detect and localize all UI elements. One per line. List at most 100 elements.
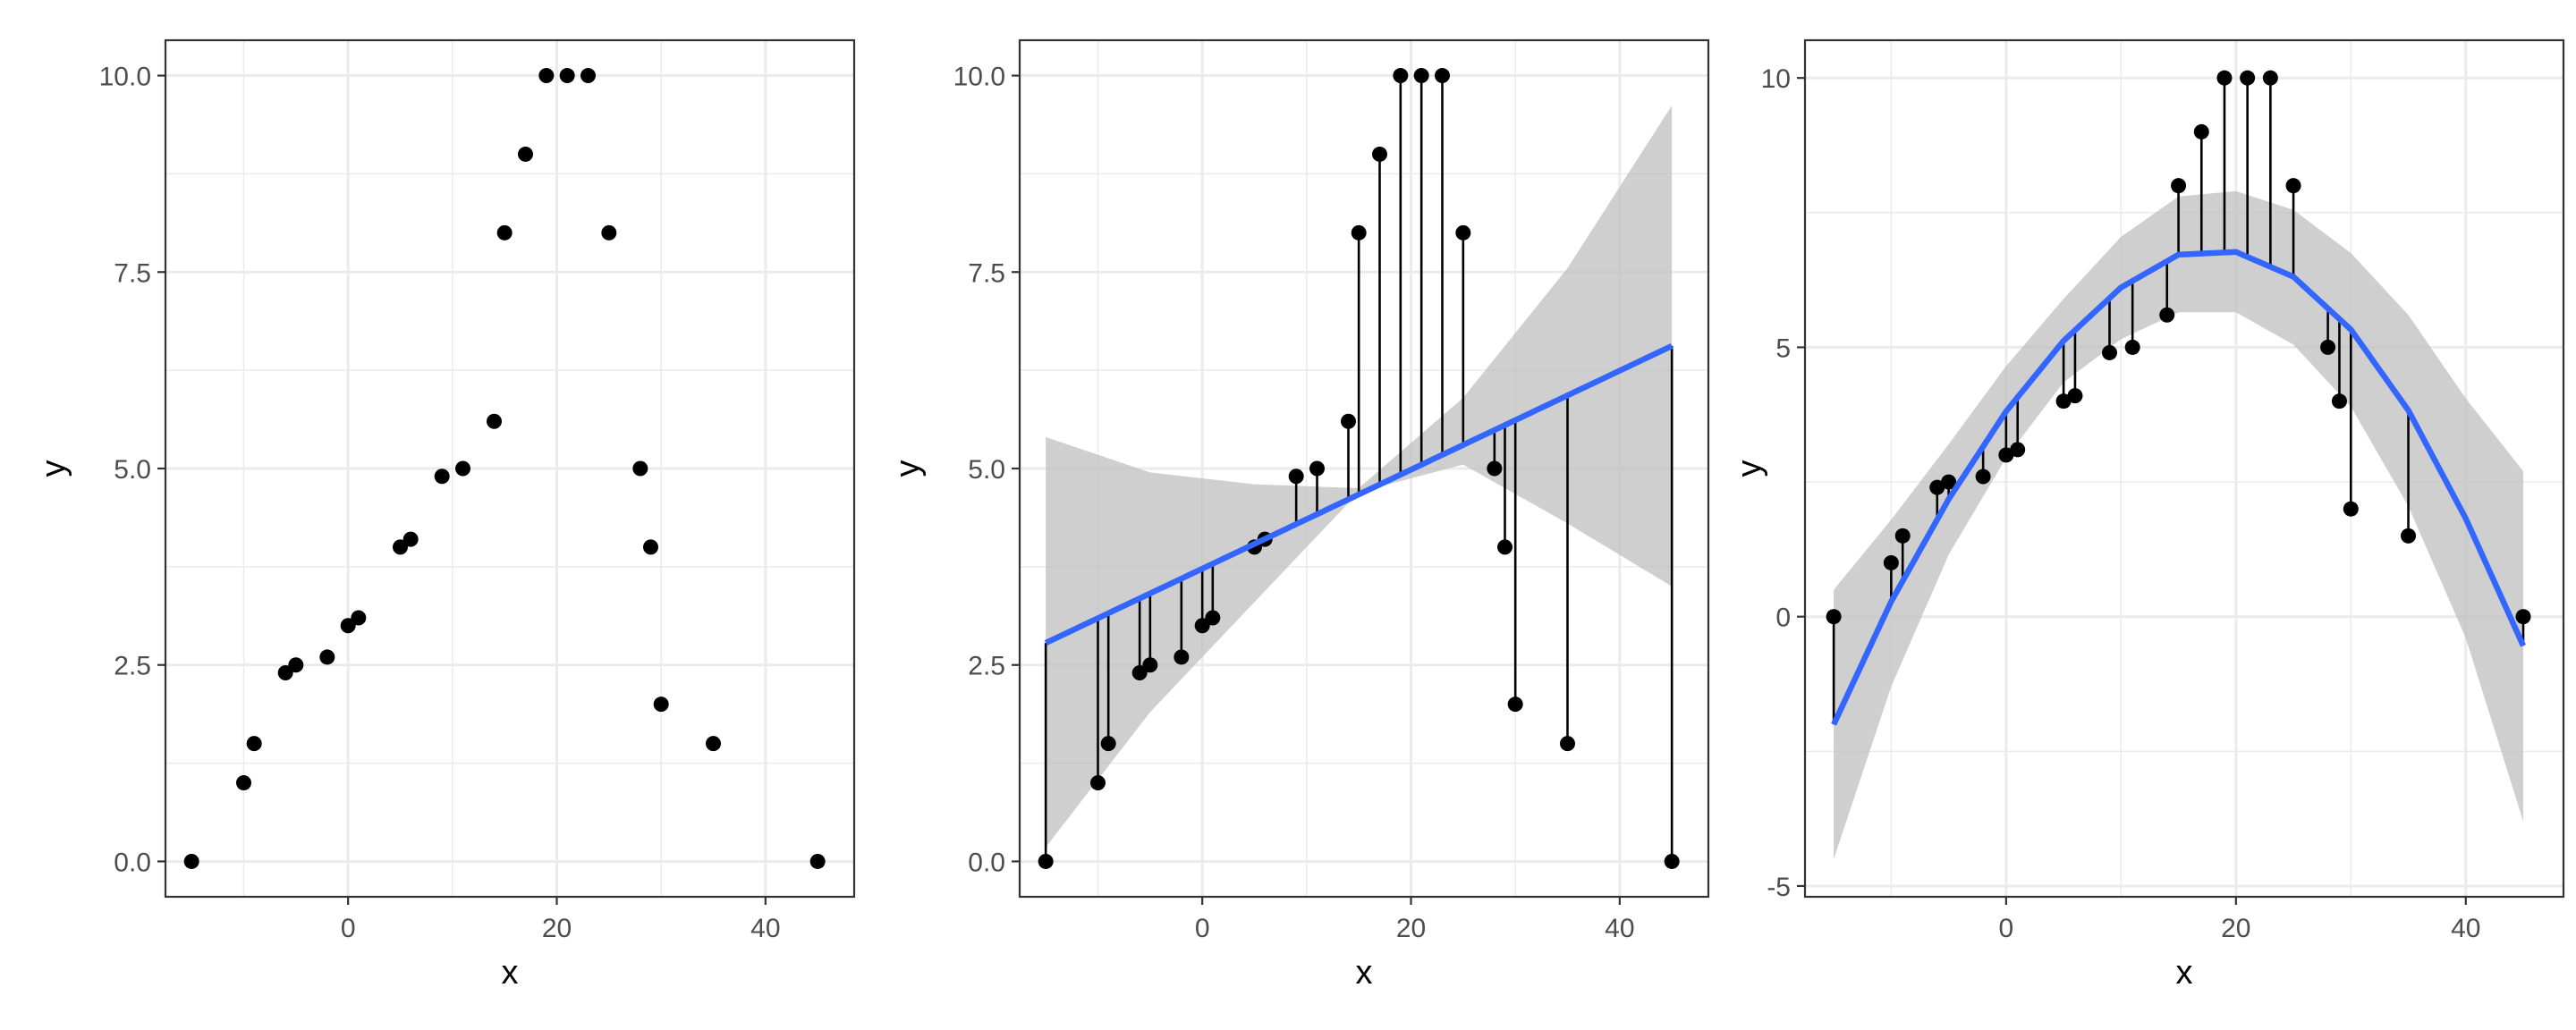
data-point bbox=[351, 610, 367, 626]
data-point bbox=[487, 413, 502, 429]
y-axis-title: y bbox=[35, 460, 72, 477]
data-point bbox=[1560, 736, 1575, 752]
x-axis-title: x bbox=[2176, 954, 2193, 992]
data-point bbox=[1341, 413, 1356, 429]
data-point bbox=[277, 665, 293, 681]
data-point bbox=[1941, 474, 1957, 490]
data-point bbox=[559, 68, 575, 84]
data-point bbox=[2262, 70, 2278, 86]
data-point bbox=[1883, 554, 1899, 570]
data-point bbox=[1038, 853, 1054, 869]
data-point bbox=[1929, 479, 1945, 495]
data-point bbox=[246, 736, 262, 752]
data-point bbox=[1894, 528, 1911, 544]
y-tick-label: 7.5 bbox=[968, 258, 1005, 288]
x-tick-label: 20 bbox=[2221, 914, 2250, 943]
data-point bbox=[1413, 68, 1429, 84]
chart-panel-1: 0 20 40 0.0 2.5 5.0 7.5 10.0 x y bbox=[35, 38, 856, 992]
data-point bbox=[2067, 388, 2083, 404]
data-point bbox=[319, 649, 335, 665]
data-point bbox=[2331, 393, 2347, 409]
data-point bbox=[2240, 70, 2256, 86]
y-tick-label: 0 bbox=[1775, 604, 1791, 633]
data-point bbox=[1309, 460, 1325, 477]
data-point bbox=[1372, 146, 1387, 162]
y-tick-label: 10 bbox=[1761, 64, 1791, 94]
data-point bbox=[706, 736, 721, 752]
data-point bbox=[809, 853, 826, 869]
x-tick-label: 40 bbox=[2451, 914, 2480, 943]
data-point bbox=[236, 775, 251, 791]
data-point bbox=[1826, 609, 1842, 625]
chart-panel-2: 0 20 40 0.0 2.5 5.0 7.5 10.0 x y bbox=[889, 38, 1710, 992]
y-tick-label: 5 bbox=[1775, 333, 1791, 363]
data-point bbox=[434, 469, 450, 485]
data-point bbox=[601, 224, 617, 241]
data-point bbox=[1487, 460, 1503, 477]
data-point bbox=[1174, 649, 1190, 665]
data-point bbox=[393, 539, 408, 555]
data-point bbox=[2101, 344, 2117, 360]
data-point bbox=[1998, 447, 2014, 463]
y-tick-label: 2.5 bbox=[968, 652, 1005, 681]
data-point bbox=[2171, 178, 2187, 194]
x-tick-label: 0 bbox=[341, 914, 356, 943]
x-axis-title: x bbox=[502, 954, 519, 992]
y-tick-label: -5 bbox=[1767, 873, 1791, 902]
data-point bbox=[2124, 339, 2140, 355]
data-point bbox=[2343, 501, 2359, 517]
x-tick-label: 20 bbox=[1396, 914, 1426, 943]
y-tick-label: 2.5 bbox=[114, 652, 151, 681]
data-point bbox=[2401, 528, 2417, 544]
y-axis-title: y bbox=[889, 460, 927, 477]
fit-line bbox=[1044, 342, 1674, 646]
data-point bbox=[1090, 775, 1106, 791]
y-tick-label: 5.0 bbox=[968, 455, 1005, 485]
data-point bbox=[643, 539, 658, 555]
data-point bbox=[1507, 697, 1523, 713]
data-point bbox=[2216, 70, 2233, 86]
data-point bbox=[1351, 224, 1367, 241]
y-tick-label: 7.5 bbox=[114, 258, 151, 288]
data-point bbox=[340, 618, 356, 634]
data-point bbox=[402, 531, 419, 547]
y-tick-label: 10.0 bbox=[99, 63, 151, 92]
y-tick-label: 0.0 bbox=[968, 848, 1005, 877]
data-point bbox=[1664, 853, 1680, 869]
data-point bbox=[518, 146, 533, 162]
data-point bbox=[288, 657, 304, 673]
data-point bbox=[455, 460, 470, 477]
data-point bbox=[2285, 178, 2301, 194]
data-point bbox=[538, 68, 555, 84]
data-point bbox=[496, 224, 513, 241]
confidence-band bbox=[1046, 105, 1673, 848]
data-point bbox=[183, 853, 199, 869]
data-point bbox=[2010, 442, 2026, 458]
data-point bbox=[1975, 469, 1991, 485]
x-axis-title: x bbox=[1356, 954, 1373, 992]
data-point bbox=[1288, 469, 1304, 485]
data-point bbox=[1142, 657, 1158, 673]
data-point bbox=[653, 697, 669, 713]
data-point bbox=[2515, 609, 2531, 625]
data-point bbox=[2159, 307, 2175, 323]
x-tick-label: 0 bbox=[1195, 914, 1210, 943]
data-point bbox=[1455, 224, 1471, 241]
data-point bbox=[1205, 610, 1221, 626]
data-point bbox=[1435, 68, 1450, 84]
data-point bbox=[1131, 665, 1148, 681]
data-point bbox=[632, 460, 648, 477]
x-tick-label: 40 bbox=[750, 914, 780, 943]
data-point bbox=[1393, 68, 1409, 84]
panel-border bbox=[1803, 38, 2565, 899]
y-tick-label: 5.0 bbox=[114, 455, 151, 485]
data-point bbox=[2193, 123, 2209, 139]
data-point bbox=[2055, 393, 2072, 409]
data-point bbox=[1100, 736, 1116, 752]
x-tick-label: 0 bbox=[1999, 914, 2014, 943]
chart-panel-3: 0 20 40 -5 0 5 10 x y bbox=[1731, 38, 2565, 992]
data-point bbox=[1497, 539, 1513, 555]
x-tick-label: 20 bbox=[542, 914, 572, 943]
data-point bbox=[1194, 618, 1210, 634]
